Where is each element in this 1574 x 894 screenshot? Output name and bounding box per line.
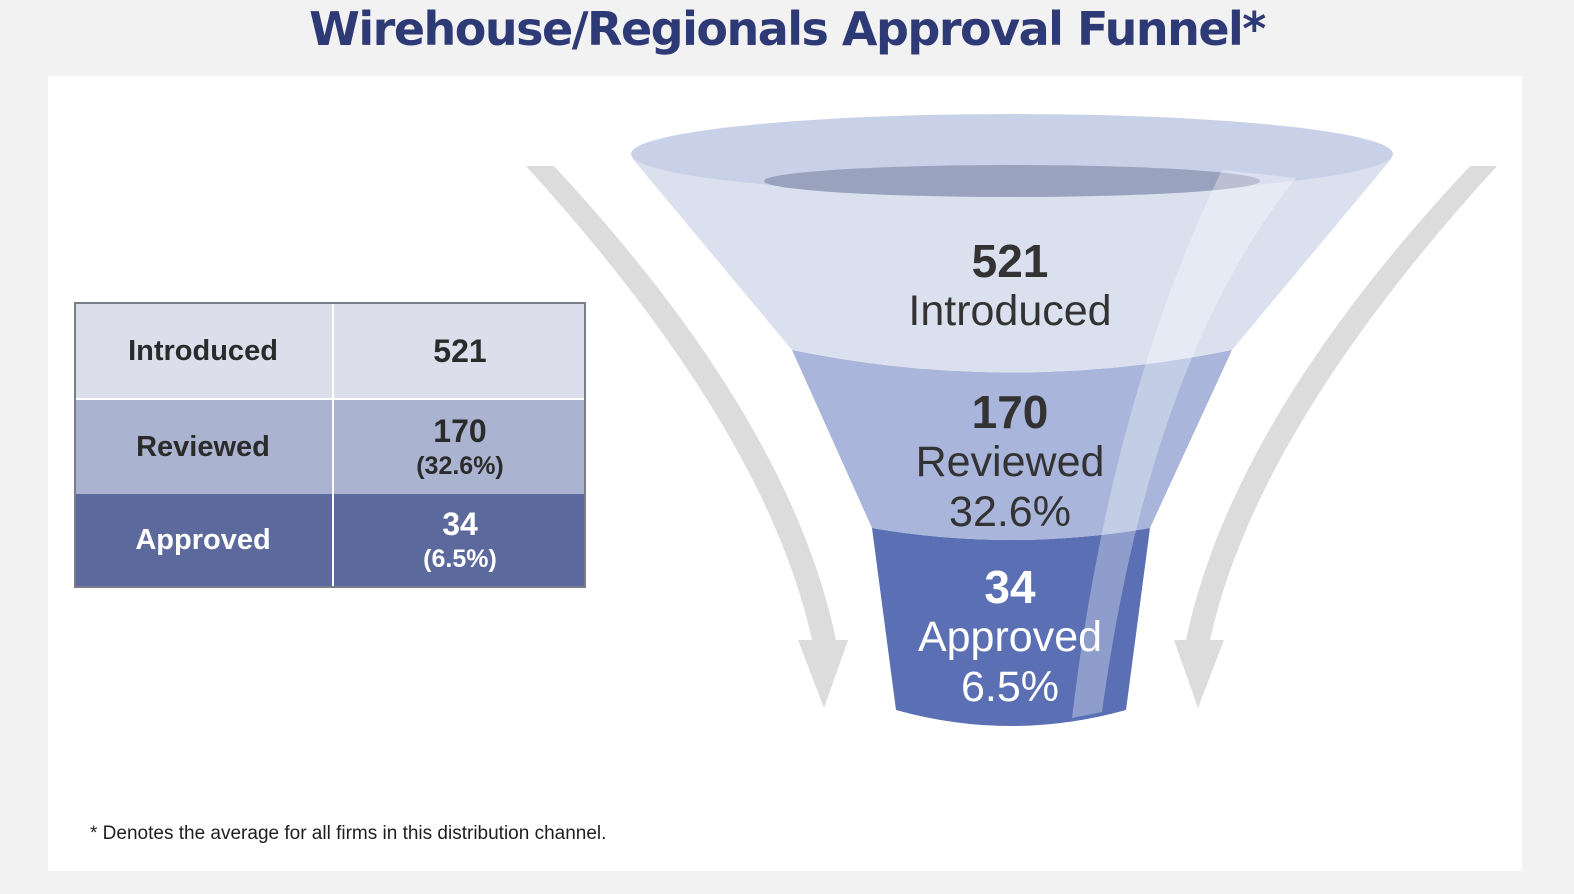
table-cell-value: 521	[332, 304, 586, 398]
funnel-percent: 6.5%	[960, 663, 1059, 711]
table-row: Introduced 521	[76, 304, 584, 400]
funnel-value: 34	[984, 561, 1036, 613]
funnel-highlight	[1072, 170, 1296, 718]
funnel-stage-introduced	[632, 158, 1392, 373]
funnel-opening	[764, 165, 1260, 197]
funnel-value: 521	[971, 235, 1049, 287]
table-cell-label: Approved	[135, 523, 271, 556]
page-title: Wirehouse/Regionals Approval Funnel*	[309, 2, 1266, 56]
funnel-value: 170	[971, 386, 1049, 438]
table-value: 521	[433, 332, 487, 369]
funnel-stage-name: Introduced	[908, 287, 1112, 335]
funnel-label-introduced: 521 Introduced	[860, 236, 1160, 336]
footnote: * Denotes the average for all firms in t…	[90, 823, 607, 844]
funnel-label-approved: 34 Approved 6.5%	[860, 562, 1160, 712]
left-arrow-icon	[526, 166, 848, 708]
table-cell-value: 170 (32.6%)	[332, 400, 586, 494]
table-cell-label: Reviewed	[136, 430, 270, 463]
table-value: 34	[442, 506, 478, 542]
funnel-stage-reviewed	[792, 350, 1232, 540]
funnel-percent: 32.6%	[949, 488, 1071, 536]
funnel-label-reviewed: 170 Reviewed 32.6%	[860, 387, 1160, 537]
table-percent: (6.5%)	[423, 545, 497, 573]
funnel-stage-name: Reviewed	[915, 438, 1105, 486]
table-cell-value: 34 (6.5%)	[332, 494, 586, 586]
funnel-stage-approved	[872, 528, 1150, 726]
table-row: Approved 34 (6.5%)	[76, 494, 584, 586]
table-row: Reviewed 170 (32.6%)	[76, 400, 584, 496]
table-cell-label: Introduced	[128, 334, 278, 367]
right-arrow-icon	[1174, 166, 1497, 708]
table-percent: (32.6%)	[416, 452, 504, 480]
table-value: 170	[433, 413, 487, 449]
funnel-stage-name: Approved	[917, 613, 1103, 661]
funnel-table: Introduced 521 Reviewed 170 (32.6%) Appr…	[74, 302, 586, 588]
